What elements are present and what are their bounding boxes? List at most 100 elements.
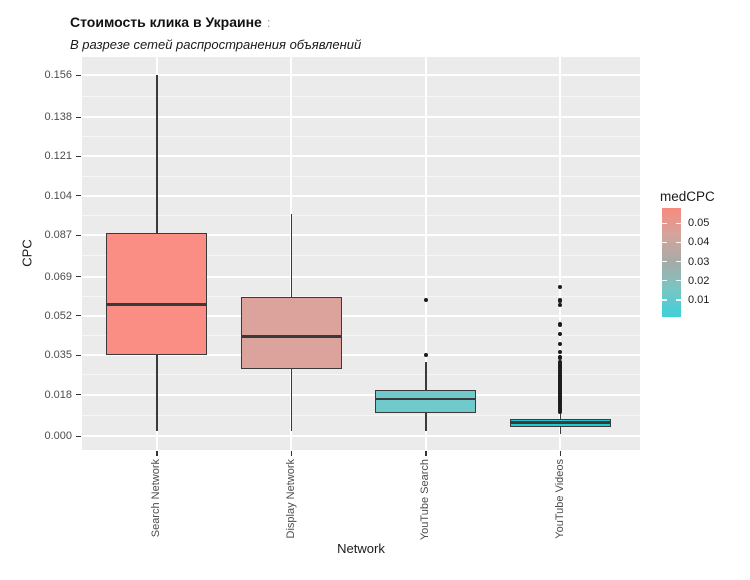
x-axis-title: Network <box>337 541 385 556</box>
y-tick-label: 0.018 <box>44 388 72 401</box>
legend-tick-label: 0.05 <box>688 217 710 230</box>
gridline-major-y <box>82 234 640 236</box>
gridline-minor-y <box>82 214 640 216</box>
x-tick-mark <box>425 451 427 456</box>
x-tick-label-text: YouTube Videos <box>553 459 566 539</box>
whisker-lower <box>290 369 293 432</box>
x-tick-mark <box>290 451 293 456</box>
y-tick-mark <box>76 195 81 197</box>
outlier-dot <box>423 297 428 302</box>
median-line <box>106 303 208 306</box>
median-line <box>375 397 477 401</box>
gridline-major-y <box>82 74 640 77</box>
median-line <box>240 335 342 338</box>
y-tick-label: 0.000 <box>44 430 72 443</box>
gridline-minor-y <box>82 255 640 257</box>
legend-tick-mark <box>676 299 681 301</box>
gridline-major-y <box>82 155 640 158</box>
x-tick-mark <box>156 451 158 456</box>
legend-tick-mark <box>676 241 681 244</box>
y-tick-label: 0.069 <box>44 270 72 283</box>
whisker-upper <box>290 214 293 298</box>
y-tick-mark <box>76 234 81 236</box>
y-tick-mark <box>76 354 81 356</box>
whisker-upper <box>156 75 158 233</box>
whisker-upper <box>559 413 562 419</box>
x-tick-label-text: Display Network <box>284 459 297 539</box>
box <box>375 389 477 413</box>
gridline-x <box>559 57 562 450</box>
whisker-upper <box>425 362 427 390</box>
whisker-lower <box>425 413 427 432</box>
plot-title-suffix: : <box>266 15 271 30</box>
legend-tick-mark <box>662 241 667 244</box>
legend-tick-label: 0.04 <box>688 236 710 249</box>
whisker-lower <box>156 355 158 432</box>
gridline-major-y <box>82 314 640 317</box>
legend-tick-label: 0.02 <box>688 274 710 287</box>
plot-subtitle: В разрезе сетей распространения объявлен… <box>70 37 362 52</box>
plot-title: Стоимость клика в Украине: <box>70 14 270 30</box>
y-tick-label: 0.052 <box>44 309 72 322</box>
y-tick-mark <box>76 435 81 437</box>
outlier-dot <box>558 359 563 364</box>
outlier-dot <box>558 355 563 360</box>
outlier-dot <box>558 303 563 308</box>
x-tick-mark <box>559 451 562 456</box>
outlier-dot <box>558 404 563 410</box>
outlier-dot <box>558 322 563 327</box>
y-tick-mark <box>76 394 81 396</box>
gridline-minor-y <box>82 95 640 97</box>
gridline-major-y <box>82 393 640 396</box>
y-tick-label: 0.104 <box>44 189 72 202</box>
legend-tick-label: 0.03 <box>688 255 710 268</box>
x-tick-label-text: YouTube Search <box>419 459 432 541</box>
legend-tick-mark <box>662 222 667 225</box>
plot-title-text: Стоимость клика в Украине <box>70 14 262 30</box>
y-tick-label: 0.087 <box>44 229 72 241</box>
box <box>106 232 208 356</box>
gridline-major-y <box>82 435 640 438</box>
outlier-dot <box>558 370 563 376</box>
gridline-minor-y <box>82 175 640 177</box>
gridline-major-y <box>82 194 640 197</box>
x-tick-label-text: Search Network <box>150 459 163 538</box>
outlier-dot <box>558 284 563 290</box>
outlier-dot <box>558 298 563 303</box>
gridline-major-y <box>82 116 640 119</box>
y-tick-mark <box>76 315 81 317</box>
gridline-minor-y <box>82 374 640 376</box>
outlier-dot <box>558 332 563 337</box>
gridline-major-y <box>82 354 640 357</box>
gridline-major-y <box>82 275 640 278</box>
legend-tick-mark <box>676 260 681 263</box>
gridline-minor-y <box>82 335 640 337</box>
legend-tick-mark <box>676 222 681 225</box>
gridline-minor-y <box>82 136 640 138</box>
legend-tick-label: 0.01 <box>688 293 710 306</box>
legend-tick-mark <box>676 279 681 282</box>
box <box>240 297 342 370</box>
legend-tick-mark <box>662 279 667 282</box>
y-tick-label: 0.035 <box>44 349 72 362</box>
y-tick-mark <box>76 74 81 76</box>
whisker-lower <box>559 426 562 434</box>
y-tick-label: 0.156 <box>44 69 72 82</box>
y-tick-mark <box>76 116 81 118</box>
y-tick-label: 0.138 <box>44 111 72 124</box>
gridline-minor-y <box>82 414 640 416</box>
gridline-x <box>424 57 427 450</box>
y-tick-mark <box>76 155 81 157</box>
y-tick-label: 0.121 <box>44 150 72 163</box>
legend-gradient-bar <box>662 208 681 317</box>
legend-tick-mark <box>662 299 667 301</box>
y-axis-title-text: CPC <box>19 239 35 267</box>
median-line <box>509 421 611 424</box>
y-tick-mark <box>76 276 81 278</box>
legend-title: medCPC <box>660 189 715 204</box>
outlier-dot <box>558 350 563 355</box>
outlier-dot <box>558 342 563 347</box>
outlier-dot <box>423 353 428 358</box>
gridline-minor-y <box>82 295 640 297</box>
